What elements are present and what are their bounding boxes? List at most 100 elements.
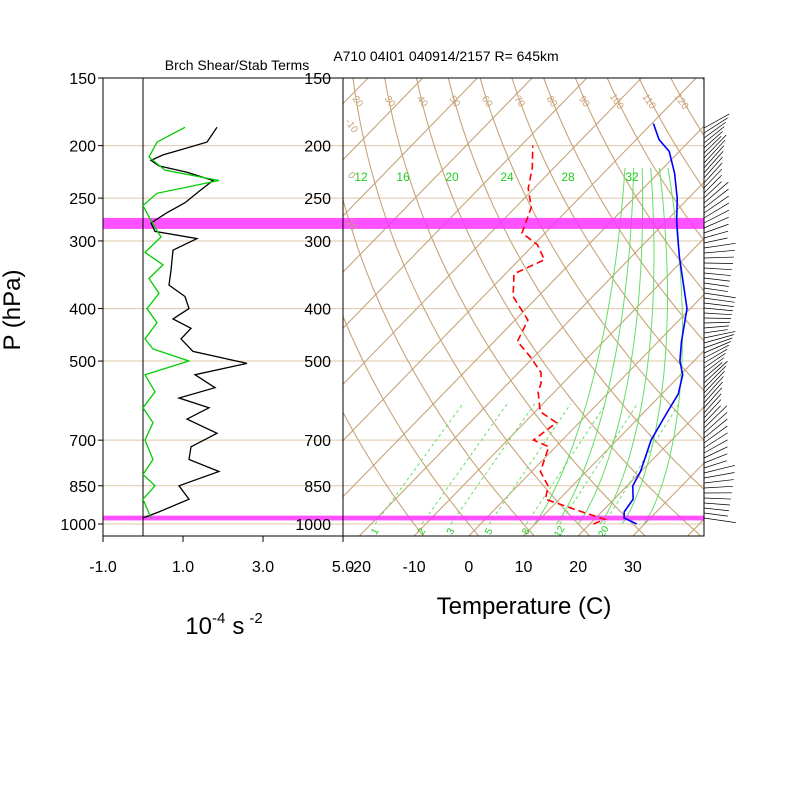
- isotherm--10: [413, 237, 704, 536]
- wind-barb-428: [703, 405, 728, 429]
- y-axis-label: P (hPa): [0, 270, 26, 351]
- wind-barb-188: [703, 168, 723, 189]
- wind-barb-403: [703, 381, 723, 404]
- wind-barb-303: [703, 302, 734, 308]
- adiabat-70: [511, 78, 704, 392]
- left-highlight-band-1: [103, 515, 343, 521]
- wind-barb-338: [703, 331, 736, 339]
- mixing-ratio-1: [374, 403, 464, 525]
- moist-adiabat-20: [577, 167, 644, 525]
- isotherm--130: [0, 78, 204, 536]
- wind-barb-153: [703, 136, 722, 154]
- adiabat-label-60: 60: [479, 94, 495, 110]
- wind-barb-393: [703, 370, 725, 394]
- moist-adiabat-28: [621, 167, 669, 525]
- isotherm--40: [343, 78, 697, 442]
- wind-barb-293: [703, 292, 736, 299]
- wind-barb-218: [703, 202, 730, 219]
- adiabat-label--10: -10: [342, 117, 360, 136]
- wind-barb-348: [703, 337, 733, 349]
- isotherm-30: [632, 462, 704, 536]
- adiabat-label-100: 100: [607, 92, 626, 112]
- moist-adiabat-16: [555, 167, 635, 525]
- adiabat-label-80: 80: [544, 94, 560, 110]
- left-y-tick-200: 200: [69, 139, 96, 156]
- left-x-tick-3: 5.0: [332, 559, 354, 576]
- adiabat-20: [352, 78, 590, 536]
- wind-barb-163: [703, 139, 726, 164]
- wind-barb-368: [703, 353, 726, 369]
- isotherm-lines: [0, 78, 800, 536]
- left-y-tick-1000: 1000: [60, 517, 96, 534]
- isotherm--70: [343, 78, 533, 273]
- isotherm-50: [742, 78, 800, 536]
- wind-barb-203: [703, 181, 729, 204]
- adiabat-30: [384, 78, 646, 536]
- adiabat-label-130: 130: [704, 92, 723, 112]
- moist-adiabat-24: [599, 167, 655, 525]
- moist-label-16: 16: [396, 170, 410, 184]
- isotherm--60: [343, 78, 588, 330]
- adiabat--10: [343, 411, 424, 536]
- skewt-y-tick-150: 150: [304, 71, 331, 88]
- skewt-y-tick-700: 700: [304, 433, 331, 450]
- skewt-y-tick-200: 200: [304, 139, 331, 156]
- left-y-tick-500: 500: [69, 354, 96, 371]
- wind-barb-323: [703, 321, 730, 324]
- skewt-x-axis-label: Temperature (C): [437, 593, 612, 620]
- wind-barb-248: [703, 242, 736, 249]
- wind-barb-473: [703, 464, 736, 474]
- wind-barb-178: [703, 156, 723, 179]
- left-x-axis-label: 10-4 s -2: [185, 610, 262, 640]
- wind-barb-353: [703, 341, 731, 354]
- wind-barbs: [703, 113, 736, 523]
- mixing-label-3: 3: [445, 526, 458, 537]
- wind-barb-278: [703, 277, 730, 282]
- moist-label-12: 12: [354, 170, 368, 184]
- skewt-y-ticks: 150 200 250 300 400 500 700 850 1000: [295, 71, 331, 534]
- wind-barb-198: [703, 181, 722, 199]
- wind-barb-378: [703, 362, 723, 379]
- skewt-x-tick-2: 0: [464, 559, 473, 576]
- right-highlight-band-0: [343, 217, 704, 229]
- wind-barb-258: [703, 256, 734, 259]
- adiabat-label-30: 30: [382, 94, 398, 110]
- wind-barb-263: [703, 262, 734, 264]
- moist-adiabat-32: [643, 167, 684, 525]
- wind-barb-413: [703, 393, 722, 414]
- wind-barb-223: [703, 209, 730, 224]
- profile-temperature: [623, 123, 688, 525]
- adiabat-80: [543, 78, 704, 342]
- wind-barb-183: [703, 162, 723, 184]
- mixing-ratio-5: [488, 403, 572, 525]
- isotherm--30: [343, 125, 704, 498]
- wind-barb-503: [703, 502, 730, 506]
- adiabat-50: [447, 78, 704, 491]
- mixing-label-20: 20: [596, 524, 611, 540]
- wind-barb-498: [703, 497, 731, 500]
- isotherm--80: [343, 78, 478, 217]
- x-label-base: 10: [185, 613, 212, 640]
- wind-barb-343: [703, 334, 734, 344]
- wind-barb-193: [703, 175, 722, 194]
- skewt-x-ticks: -20 -10 0 10 20 30: [348, 559, 642, 576]
- wind-barb-288: [703, 287, 728, 292]
- skewt-y-tick-500: 500: [304, 354, 331, 371]
- mixing-ratio-3: [450, 403, 535, 525]
- mixing-label-2: 2: [416, 526, 429, 537]
- adiabat-60: [479, 78, 704, 441]
- adiabat-label-140: 140: [736, 92, 755, 112]
- isotherm--110: [0, 78, 313, 536]
- adiabat-100: [606, 78, 704, 242]
- skewt-x-tick-3: 10: [515, 559, 533, 576]
- wind-barb-333: [703, 329, 728, 334]
- x-label-exponent: -4: [212, 610, 225, 627]
- adiabat-label-150: 150: [769, 92, 788, 112]
- moist-label-28: 28: [561, 170, 575, 184]
- left-y-tick-700: 700: [69, 433, 96, 450]
- mixing-ratio-labels: 12 16 20 24 28 321 2 3 5 8 12 20: [354, 170, 639, 540]
- adiabat-120: [670, 78, 704, 137]
- mixing-ratio-lines: [374, 167, 684, 525]
